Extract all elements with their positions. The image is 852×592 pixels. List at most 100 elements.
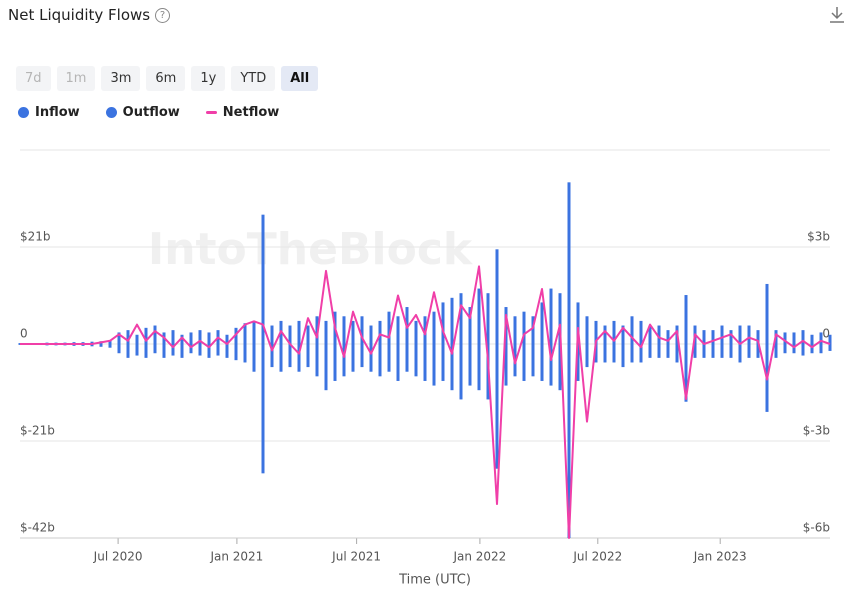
bar	[603, 325, 607, 344]
bar	[711, 344, 715, 358]
bar	[396, 316, 400, 344]
y-tick-label: $21b	[20, 230, 51, 244]
bar	[576, 302, 580, 344]
bar	[729, 330, 733, 344]
bar	[360, 344, 364, 368]
bar	[180, 334, 184, 344]
bar	[495, 249, 499, 344]
bar	[441, 302, 445, 344]
bar	[513, 316, 517, 344]
bar	[657, 344, 661, 358]
y2-tick-label: $3b	[807, 230, 830, 244]
range-button[interactable]: 6m	[146, 66, 186, 91]
bar	[693, 344, 697, 358]
range-button[interactable]: YTD	[231, 66, 276, 91]
range-button[interactable]: 1y	[191, 66, 226, 91]
bar	[783, 332, 787, 344]
bar	[522, 311, 526, 344]
bar	[423, 344, 427, 381]
bar	[288, 325, 292, 344]
range-button[interactable]: 7d	[16, 66, 51, 91]
bar	[135, 344, 139, 356]
bar	[333, 344, 337, 381]
bar	[477, 288, 481, 344]
legend-item[interactable]: Outflow	[105, 105, 180, 120]
bar	[189, 344, 193, 354]
bar	[198, 344, 202, 356]
download-icon[interactable]	[829, 6, 845, 24]
bar	[648, 325, 652, 344]
bar	[171, 344, 175, 356]
range-button[interactable]: All	[281, 66, 319, 91]
bar	[261, 344, 265, 474]
x-tick-label: Jul 2022	[572, 550, 622, 564]
bar	[270, 325, 274, 344]
bar	[315, 344, 319, 377]
help-icon[interactable]: ?	[155, 8, 170, 23]
bar	[729, 344, 733, 358]
range-buttons: 7d 1m 3m 6m 1y YTD All	[16, 66, 319, 91]
bar	[621, 325, 625, 344]
legend-swatch	[205, 111, 217, 114]
bar	[810, 334, 814, 344]
bar	[504, 344, 508, 386]
bar	[684, 344, 688, 402]
bar	[756, 330, 760, 344]
bar	[360, 316, 364, 344]
bar	[567, 182, 571, 344]
bar	[585, 344, 589, 368]
bar	[585, 316, 589, 344]
legend-swatch	[18, 107, 29, 118]
bar	[405, 344, 409, 372]
bar	[558, 293, 562, 344]
bar	[738, 344, 742, 363]
bar	[90, 344, 94, 347]
bar	[99, 344, 103, 347]
range-button[interactable]: 3m	[101, 66, 141, 91]
bar	[117, 344, 121, 354]
bar	[297, 320, 301, 344]
bar	[342, 316, 346, 344]
bar	[531, 344, 535, 377]
bar	[657, 325, 661, 344]
bar	[630, 316, 634, 344]
x-tick-label: Jan 2023	[693, 550, 747, 564]
bar	[675, 344, 679, 363]
legend-item[interactable]: Netflow	[205, 105, 280, 120]
bar	[747, 344, 751, 358]
bar	[162, 344, 166, 358]
legend-label: Netflow	[222, 105, 280, 120]
bar	[243, 323, 247, 344]
bar	[324, 344, 328, 391]
bar	[459, 293, 463, 344]
y2-tick-label: $-3b	[803, 424, 830, 438]
bar	[477, 344, 481, 391]
bar	[576, 344, 580, 381]
bar	[90, 341, 94, 344]
legend: Inflow Outflow Netflow	[18, 105, 279, 120]
bar	[297, 344, 301, 372]
bar	[252, 320, 256, 344]
bar	[135, 334, 139, 344]
bar	[396, 344, 400, 381]
bar	[108, 344, 112, 348]
bar	[414, 344, 418, 377]
bar	[756, 344, 760, 358]
bar	[225, 334, 229, 344]
bar	[126, 330, 130, 344]
bar	[369, 325, 373, 344]
x-tick-label: Jul 2021	[331, 550, 381, 564]
bar	[468, 344, 472, 386]
y-tick-label: 0	[20, 327, 28, 341]
bar	[711, 330, 715, 344]
title: Net Liquidity Flows	[8, 6, 151, 24]
bar	[702, 330, 706, 344]
range-button[interactable]: 1m	[56, 66, 96, 91]
bar	[450, 344, 454, 391]
bar	[594, 320, 598, 344]
bar	[684, 295, 688, 344]
x-tick-label: Jan 2021	[209, 550, 263, 564]
bar	[342, 344, 346, 377]
legend-item[interactable]: Inflow	[18, 105, 80, 120]
bar	[738, 325, 742, 344]
